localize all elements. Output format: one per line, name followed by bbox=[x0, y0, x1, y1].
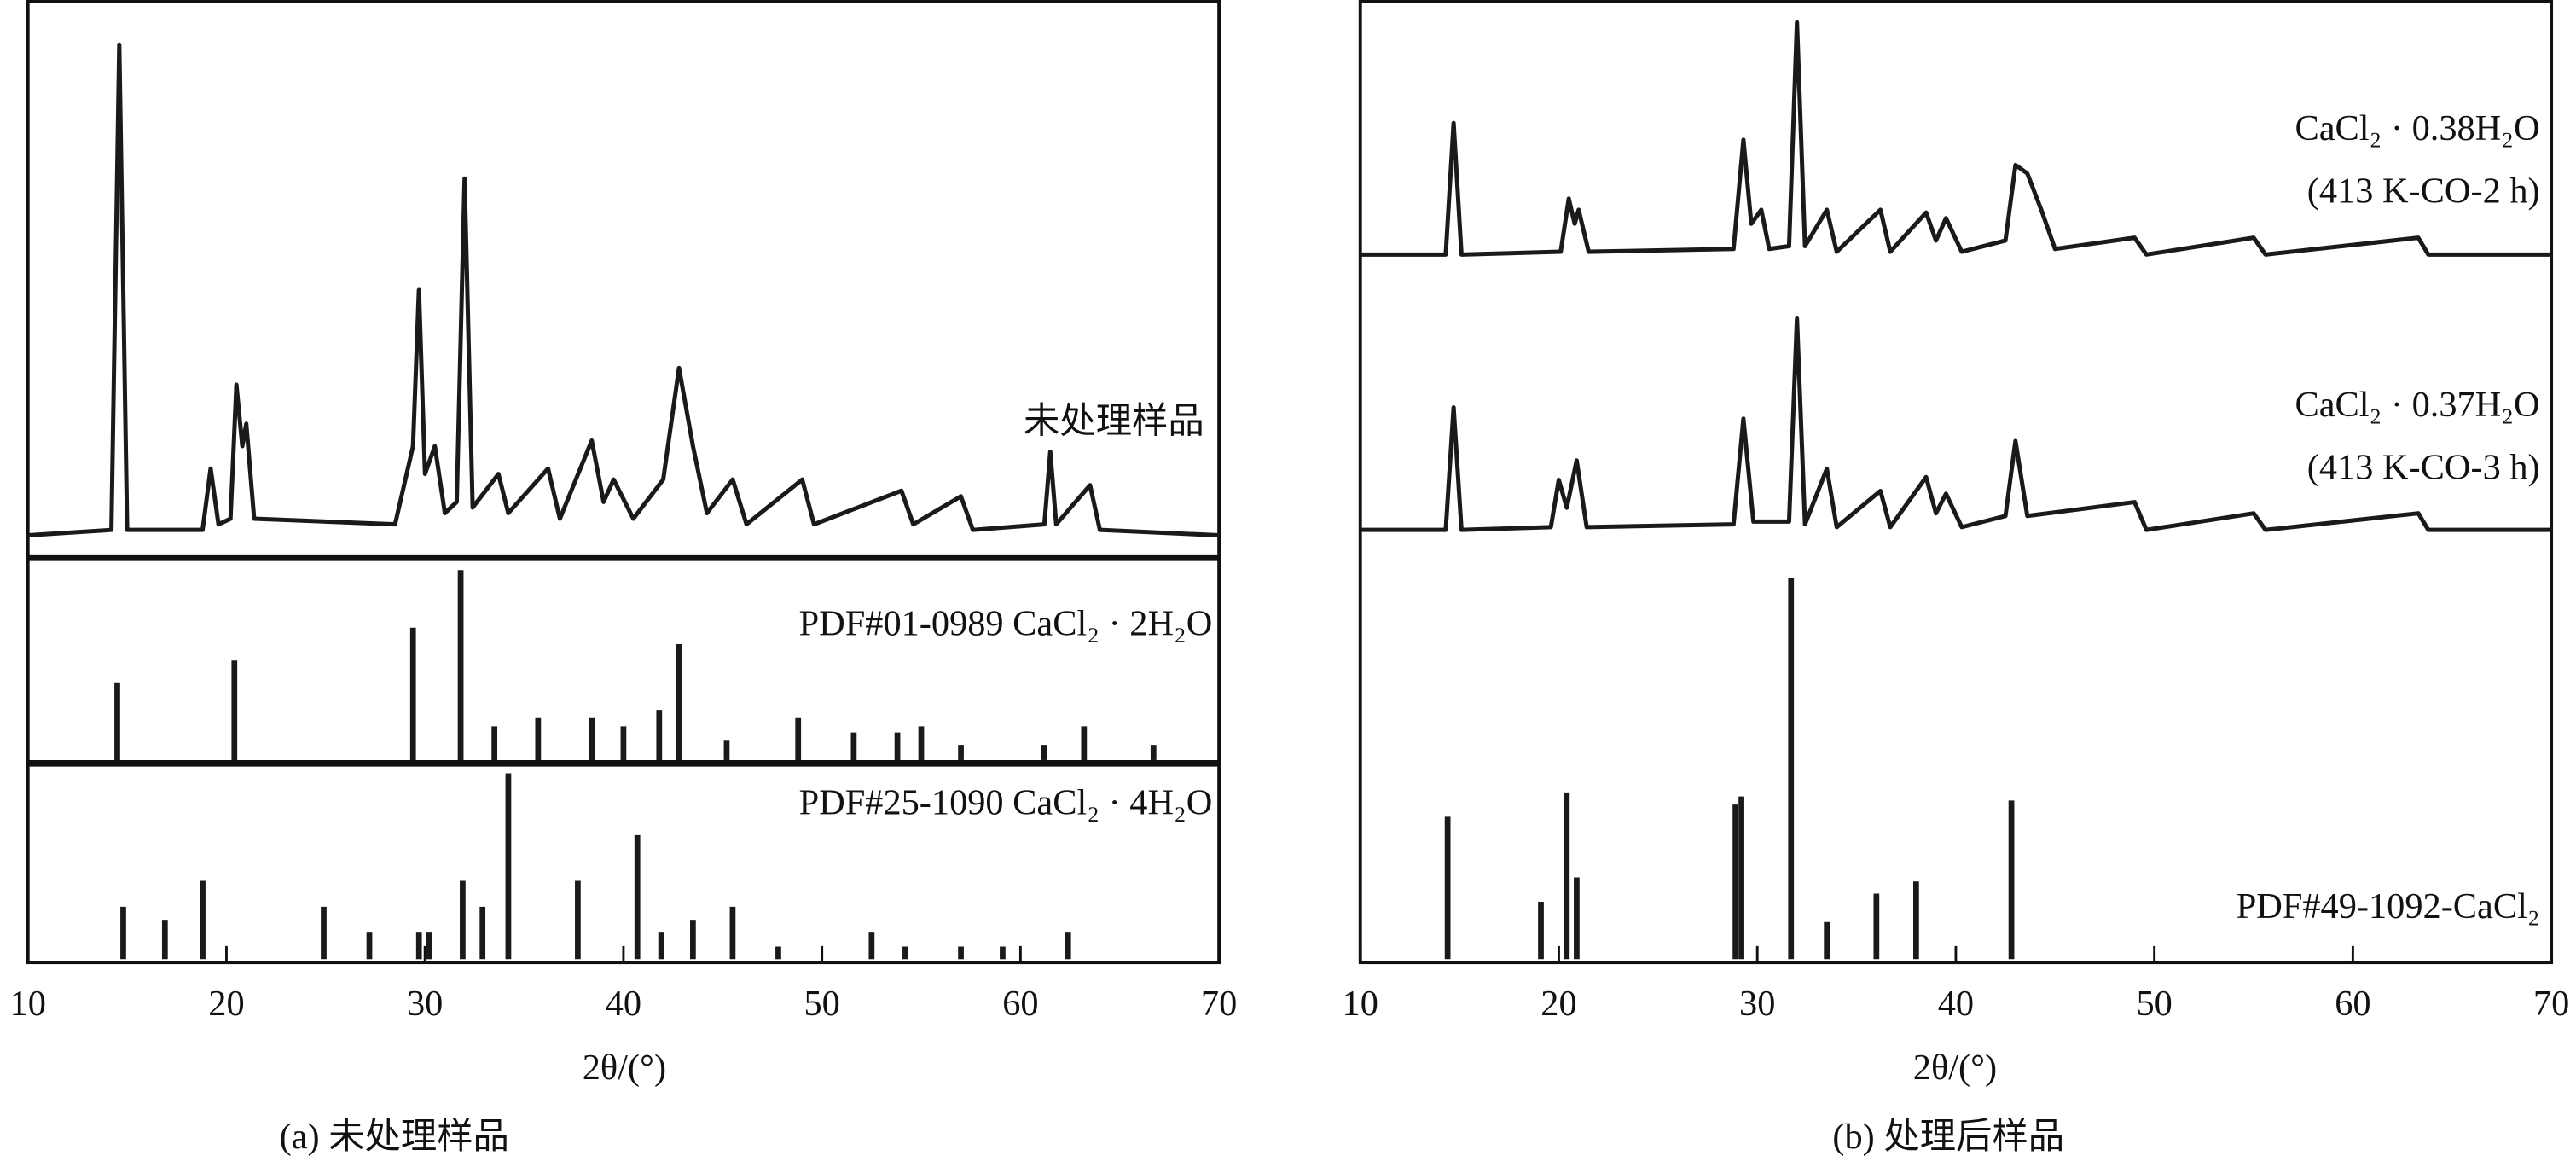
x-tick-label: 10 bbox=[10, 984, 46, 1024]
series-label: 未处理样品 bbox=[1024, 401, 1204, 441]
x-tick-label: 60 bbox=[1002, 984, 1038, 1024]
xrd-trace bbox=[1360, 20, 2552, 257]
series-condition: (413 K-CO-2 h) bbox=[2307, 171, 2540, 211]
x-tick-label: 20 bbox=[208, 984, 244, 1024]
series-label: CaCl₂ · 0.38H₂O bbox=[2295, 108, 2539, 148]
series-label: PDF#01-0989 CaCl₂ · 2H₂O bbox=[799, 603, 1213, 643]
series-label: PDF#49-1092-CaCl₂ bbox=[2237, 886, 2540, 926]
series-condition: (413 K-CO-3 h) bbox=[2307, 447, 2540, 487]
caption: (a) 未处理样品 bbox=[280, 1117, 509, 1157]
x-tick-label: 30 bbox=[1739, 984, 1775, 1024]
x-tick-label: 60 bbox=[2335, 984, 2370, 1024]
x-axis-label: 2θ/(°) bbox=[1913, 1048, 1997, 1088]
xrd-trace bbox=[27, 42, 1220, 538]
x-tick-label: 40 bbox=[1938, 984, 1974, 1024]
x-tick-label: 50 bbox=[2136, 984, 2172, 1024]
xrd-trace bbox=[1360, 316, 2552, 532]
x-tick-label: 10 bbox=[1343, 984, 1378, 1024]
series-label: PDF#25-1090 CaCl₂ · 4H₂O bbox=[799, 783, 1213, 823]
caption: (b) 处理后样品 bbox=[1832, 1117, 2064, 1157]
x-tick-label: 70 bbox=[1201, 984, 1237, 1024]
series-label: CaCl₂ · 0.37H₂O bbox=[2295, 385, 2539, 425]
x-tick-label: 70 bbox=[2533, 984, 2569, 1024]
x-tick-label: 30 bbox=[407, 984, 443, 1024]
x-tick-label: 40 bbox=[606, 984, 641, 1024]
x-axis-label: 2θ/(°) bbox=[583, 1048, 666, 1088]
x-tick-label: 20 bbox=[1540, 984, 1576, 1024]
x-tick-label: 50 bbox=[804, 984, 839, 1024]
